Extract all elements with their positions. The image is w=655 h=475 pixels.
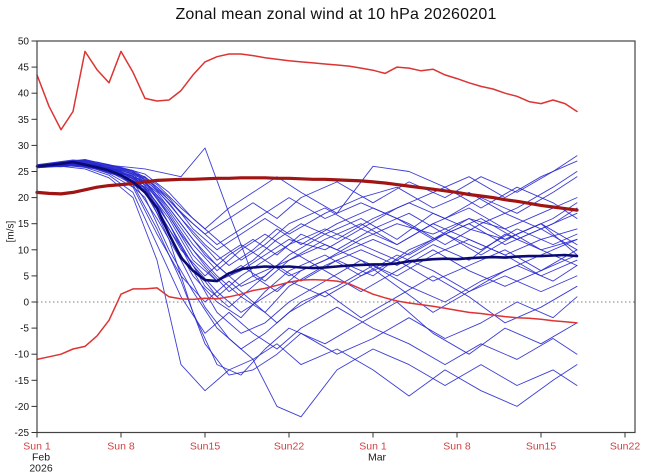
y-tick-label: 50 — [18, 37, 30, 48]
y-tick-label: 20 — [18, 193, 30, 204]
ensemble-member-line — [36, 164, 578, 334]
ensemble-member-line — [36, 162, 578, 246]
ensemble-member-line — [36, 159, 578, 261]
y-tick-label: 35 — [18, 115, 30, 126]
ensemble-member-line — [36, 163, 578, 277]
plot-frame — [36, 40, 636, 434]
ensemble-member-line — [36, 161, 578, 293]
y-axis-label: [m/s] — [5, 220, 17, 243]
ensemble-member-line — [36, 163, 578, 293]
x-tick-label: Sun15 — [190, 441, 221, 453]
ensemble-member-line — [36, 161, 578, 350]
x-tick-label: Sun22 — [610, 441, 641, 453]
y-tick-label: 30 — [18, 141, 30, 152]
x-tick-label: Sun15 — [526, 441, 557, 453]
month-label: Mar — [368, 452, 387, 464]
y-tick-label: 25 — [18, 167, 30, 178]
y-tick-label: -25 — [15, 428, 30, 439]
chart-title: Zonal mean zonal wind at 10 hPa 20260201 — [175, 6, 497, 23]
ensemble-member-line — [36, 164, 578, 324]
y-tick-label: -5 — [20, 324, 29, 335]
ensemble-mean-line — [35, 160, 579, 283]
ensemble-member-line — [36, 163, 578, 376]
ensemble-member-line — [36, 162, 578, 251]
x-tick-label: Sun 8 — [443, 441, 471, 453]
y-tick-label: 45 — [18, 63, 30, 74]
year-label: 2026 — [29, 463, 53, 475]
month-label: Feb — [32, 452, 50, 464]
y-tick-label: 5 — [23, 271, 29, 282]
x-tick-label: Sun 1 — [23, 441, 51, 453]
x-tick-label: Sun 1 — [359, 441, 387, 453]
x-tick-label: Sun 8 — [107, 441, 135, 453]
ensemble-member-line — [36, 147, 578, 277]
y-tick-label: 0 — [23, 298, 29, 309]
ensemble-member-line — [36, 164, 578, 282]
ensemble-member-line — [36, 161, 578, 308]
y-tick-label: -10 — [15, 350, 30, 361]
climate-max-line — [36, 50, 578, 131]
climate-min-line — [36, 278, 578, 361]
y-tick-label: 10 — [18, 245, 30, 256]
x-tick-label: Sun22 — [274, 441, 305, 453]
ensemble-member-line — [36, 164, 578, 366]
ensemble-member-line — [36, 165, 578, 418]
y-tick-label: 40 — [18, 89, 30, 100]
y-tick-label: -20 — [15, 402, 30, 413]
ensemble-member-line — [36, 160, 578, 230]
y-tick-label: 15 — [18, 219, 30, 230]
climate-mean-line — [35, 176, 579, 212]
ensemble-member-line — [36, 160, 578, 277]
y-tick-label: -15 — [15, 376, 30, 387]
